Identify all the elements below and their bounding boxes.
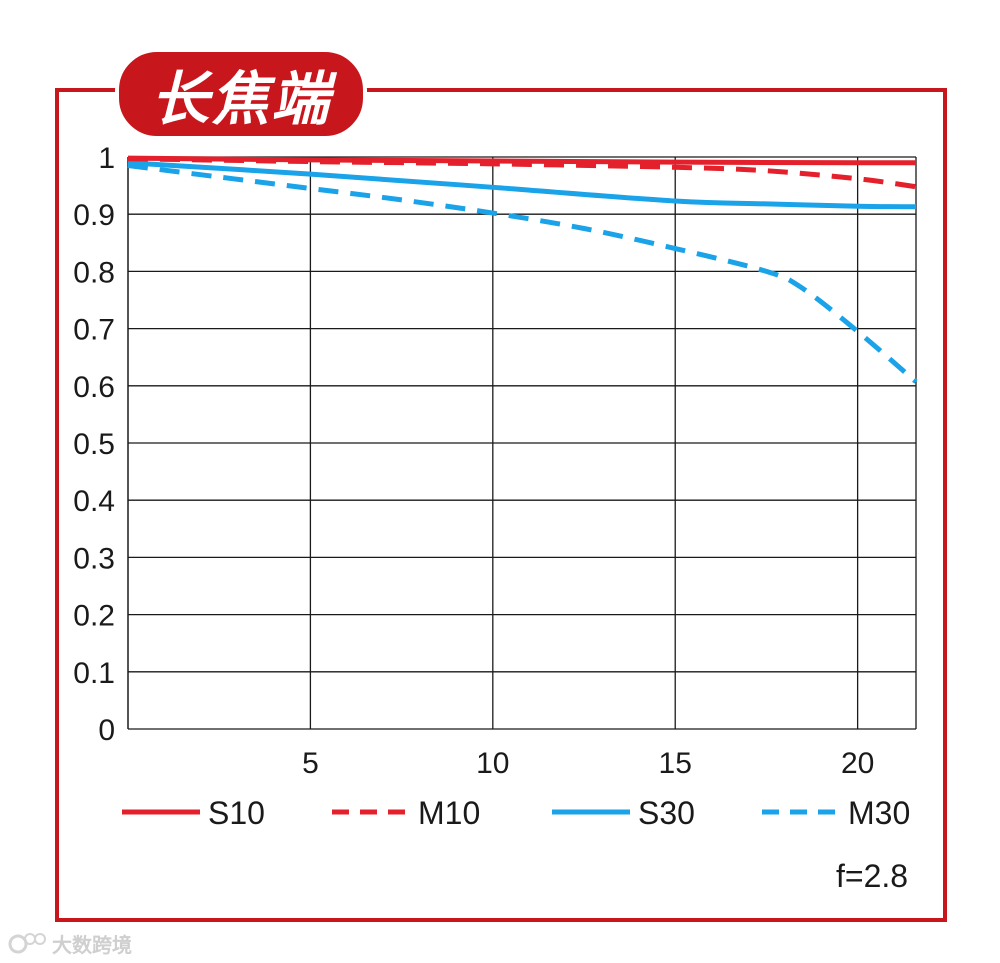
y-tick-label: 0.4 — [73, 485, 115, 518]
legend-label-s30: S30 — [638, 795, 695, 831]
watermark-text: 大数跨境 — [52, 934, 132, 957]
series-line-m30 — [127, 163, 918, 384]
y-tick-label: 0.7 — [73, 314, 115, 347]
watermark: 大数跨境 — [8, 928, 132, 958]
x-tick-label: 10 — [476, 747, 509, 780]
legend: S10 M10 S30 M30 — [122, 795, 910, 831]
series-line-s30 — [127, 160, 917, 210]
y-tick-label: 1 — [98, 142, 115, 175]
x-tick-label: 5 — [302, 747, 319, 780]
chart-frame — [55, 88, 947, 922]
watermark-logo-icon — [8, 933, 46, 954]
y-tick-label: 0.5 — [73, 428, 115, 461]
y-tick-label: 0.2 — [73, 600, 115, 633]
title-badge: 长焦端 — [115, 48, 367, 140]
legend-label-m30: M30 — [848, 795, 910, 831]
y-tick-label: 0.3 — [73, 542, 115, 575]
tick-labels: 00.10.20.30.40.50.60.70.80.915 10 15 20 — [73, 142, 874, 780]
legend-label-s10: S10 — [208, 795, 265, 831]
y-tick-label: 0.9 — [73, 199, 115, 232]
x-tick-label: 20 — [841, 747, 874, 780]
y-tick-label: 0.8 — [73, 256, 115, 289]
legend-label-m10: M10 — [418, 795, 480, 831]
y-tick-label: 0 — [98, 714, 115, 747]
chart-title: 长焦端 — [150, 65, 331, 133]
y-tick-label: 0.1 — [73, 657, 115, 690]
grid — [127, 156, 917, 730]
aperture-label: f=2.8 — [836, 858, 909, 894]
x-tick-label: 15 — [659, 747, 692, 780]
y-tick-label: 0.6 — [73, 371, 115, 404]
series-lines — [127, 155, 918, 384]
series-line-m10 — [127, 156, 917, 190]
